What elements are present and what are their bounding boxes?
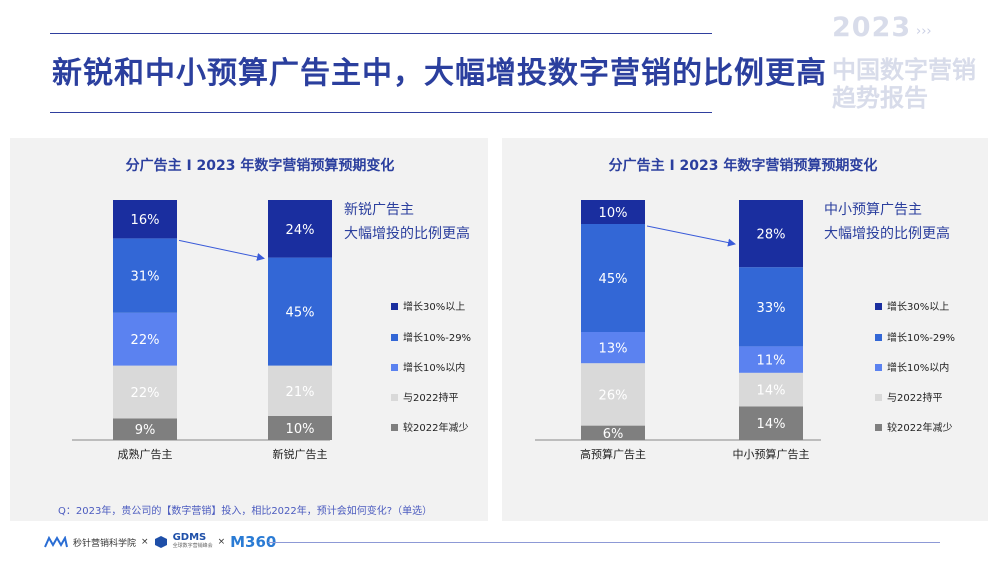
bar-segment----10- — [113, 312, 177, 366]
bar-segment----2022- — [581, 425, 645, 440]
category-label: 中小预算广告主 — [733, 447, 810, 461]
data-label: 11% — [757, 354, 786, 369]
stacked-bar-chart-left: 分广告主 I 2023 年数字营销预算预期变化 9% 22% 22% 31% 16% 成熟广… — [72, 157, 471, 461]
report-title-watermark-line1: 中国数字营销 — [832, 56, 976, 84]
legend-label: 增长30%以上 — [887, 300, 949, 313]
bar-segment----30- — [739, 200, 803, 268]
survey-question-footnote: Q：2023年，贵公司的【数字营销】投入，相比2022年，预计会如何变化?（单选… — [58, 506, 433, 517]
bar-segment----30- — [268, 200, 332, 258]
bar-segment----2022- — [739, 406, 803, 440]
legend-label: 增长10%-29% — [403, 331, 471, 344]
legend-swatch — [875, 334, 882, 341]
chart-title: 分广告主 I 2023 年数字营销预算预期变化 — [609, 157, 878, 174]
annotation-arrow — [178, 239, 265, 261]
data-label: 26% — [599, 388, 628, 403]
legend-swatch — [391, 424, 398, 431]
annotation-text: 新锐广告主 — [344, 202, 414, 218]
legend-swatch — [875, 394, 882, 401]
data-label: 13% — [599, 342, 628, 357]
bar-segment----2022- — [739, 372, 803, 407]
report-year-watermark: 2023 — [832, 12, 912, 43]
bar-segment----2022- — [113, 365, 177, 419]
legend-swatch — [875, 303, 882, 310]
footer-rule — [268, 542, 940, 543]
data-label: 14% — [757, 417, 786, 432]
chart-panel-right: 分广告主 I 2023 年数字营销预算预期变化 6% 26% 13% 45% 10% 高预算… — [502, 138, 988, 521]
logo-miaozhen-text: 秒针营销科学院 — [73, 538, 137, 549]
logo-separator-2: × — [217, 537, 226, 547]
bar-segment----10-29- — [739, 267, 803, 347]
legend-swatch — [875, 364, 882, 371]
legend-label: 增长10%-29% — [887, 331, 955, 344]
data-label: 9% — [135, 423, 156, 438]
data-label: 10% — [286, 422, 315, 437]
data-label: 24% — [286, 223, 315, 238]
page-title: 新锐和中小预算广告主中，大幅增投数字营销的比例更高 — [52, 56, 827, 91]
data-label: 22% — [131, 386, 160, 401]
legend-swatch — [391, 334, 398, 341]
data-label: 28% — [757, 228, 786, 243]
bar-segment----30- — [581, 200, 645, 224]
bar-segment----2022- — [581, 363, 645, 426]
bar-segment----10- — [581, 332, 645, 364]
chart-panel-left: 分广告主 I 2023 年数字营销预算预期变化 9% 22% 22% 31% 16% 成熟广… — [10, 138, 488, 521]
data-label: 22% — [131, 333, 160, 348]
miaozhen-logo-icon — [44, 536, 68, 548]
logo-gdms-text: GDMS — [172, 532, 207, 543]
logo-separator: × — [141, 537, 149, 547]
legend-swatch — [391, 303, 398, 310]
data-label: 14% — [757, 384, 786, 399]
data-label: 45% — [286, 306, 315, 321]
legend-label: 较2022年减少 — [403, 421, 468, 434]
title-bottom-rule — [50, 112, 712, 113]
bar-segment----10-29- — [581, 224, 645, 332]
annotation-text: 中小预算广告主 — [824, 202, 922, 218]
bar-segment----2022- — [268, 365, 332, 416]
data-label: 31% — [131, 270, 160, 285]
legend-label: 与2022持平 — [887, 391, 942, 404]
legend-label: 与2022持平 — [403, 391, 458, 404]
legend-label: 增长10%以内 — [403, 361, 465, 374]
bar-segment----2022- — [113, 418, 177, 440]
legend-swatch — [391, 394, 398, 401]
data-label: 10% — [599, 206, 628, 221]
legend-label: 增长30%以上 — [403, 300, 465, 313]
bar-segment----10-29- — [268, 257, 332, 366]
category-label: 成熟广告主 — [118, 447, 173, 461]
annotation-text: 大幅增投的比例更高 — [344, 225, 470, 242]
logo-m360-text: M360 — [230, 533, 277, 551]
stacked-bar-chart-right: 分广告主 I 2023 年数字营销预算预期变化 6% 26% 13% 45% 10% 高预算… — [535, 157, 955, 461]
legend-label: 增长10%以内 — [887, 361, 949, 374]
chart-title: 分广告主 I 2023 年数字营销预算预期变化 — [126, 157, 395, 174]
legend-swatch — [875, 424, 882, 431]
category-label: 高预算广告主 — [580, 447, 646, 461]
bar-segment----10- — [739, 346, 803, 373]
data-label: 21% — [286, 385, 315, 400]
report-title-watermark-line2: 趋势报告 — [832, 84, 928, 112]
footer-logos: 秒针营销科学院 × GDMS 全球数字营销峰会 × M360 — [44, 533, 276, 551]
legend-label: 较2022年减少 — [887, 421, 952, 434]
bar-segment----2022- — [268, 416, 332, 440]
annotation-text: 大幅增投的比例更高 — [824, 225, 950, 242]
data-label: 6% — [603, 427, 624, 442]
data-label: 33% — [757, 301, 786, 316]
category-label: 新锐广告主 — [273, 447, 328, 461]
bar-segment----10-29- — [113, 238, 177, 313]
data-label: 16% — [131, 213, 160, 228]
legend-swatch — [391, 364, 398, 371]
report-arrows-watermark: ››› — [916, 24, 932, 39]
data-label: 45% — [599, 272, 628, 287]
annotation-arrow — [646, 225, 736, 247]
title-top-rule — [50, 33, 712, 34]
logo-gdms-subtext: 全球数字营销峰会 — [172, 543, 213, 549]
gdms-logo-icon — [154, 536, 167, 548]
bar-segment----30- — [113, 200, 177, 239]
